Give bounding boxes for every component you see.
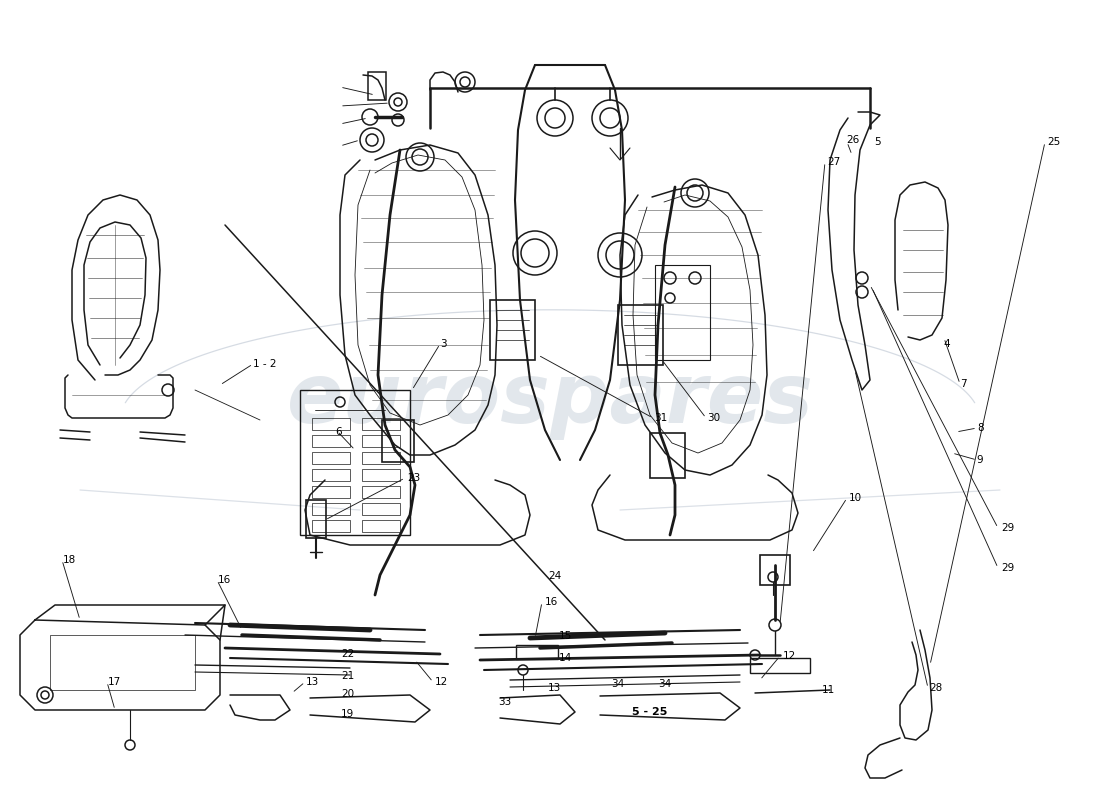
Text: 7: 7 [960, 379, 967, 389]
Text: 19: 19 [341, 709, 354, 718]
Bar [750, 658, 810, 673]
Bar [312, 418, 350, 430]
Text: 25: 25 [1047, 138, 1060, 147]
Text: 13: 13 [306, 678, 319, 687]
Bar [312, 469, 350, 481]
Text: 13: 13 [548, 683, 561, 693]
Bar [490, 300, 535, 360]
Text: 29: 29 [1001, 523, 1014, 533]
Bar [362, 486, 400, 498]
Text: 5 - 25: 5 - 25 [632, 707, 668, 717]
Text: 33: 33 [498, 698, 512, 707]
Bar [50, 635, 195, 690]
Bar [362, 469, 400, 481]
Text: 6: 6 [336, 427, 342, 437]
Text: 26: 26 [846, 135, 859, 145]
Text: 34: 34 [612, 679, 625, 689]
Bar [312, 520, 350, 532]
Text: 24: 24 [548, 571, 561, 581]
Bar [516, 645, 558, 659]
Text: 1 - 2: 1 - 2 [253, 359, 276, 369]
Text: 8: 8 [977, 423, 983, 433]
Text: eurospares: eurospares [286, 359, 814, 441]
Bar [654, 265, 710, 360]
Text: 34: 34 [658, 679, 671, 689]
Bar [312, 435, 350, 447]
Bar [362, 520, 400, 532]
Bar [362, 435, 400, 447]
Text: 10: 10 [849, 493, 862, 502]
Text: 23: 23 [407, 474, 420, 483]
Text: 4: 4 [944, 339, 950, 349]
Bar [382, 420, 414, 462]
Bar [618, 305, 663, 365]
Bar [312, 503, 350, 515]
Text: 16: 16 [544, 597, 558, 606]
Bar [650, 433, 685, 478]
Text: 18: 18 [63, 555, 76, 565]
Text: 15: 15 [559, 631, 572, 641]
Bar [300, 390, 410, 535]
Text: 16: 16 [218, 575, 231, 585]
Bar [760, 555, 790, 585]
Text: 22: 22 [341, 650, 354, 659]
Bar [362, 503, 400, 515]
Text: 3: 3 [440, 339, 447, 349]
Text: 12: 12 [783, 651, 796, 661]
Bar [362, 452, 400, 464]
Bar [312, 486, 350, 498]
Text: 27: 27 [827, 157, 840, 166]
Text: 14: 14 [559, 653, 572, 662]
Text: 29: 29 [1001, 563, 1014, 573]
Text: 31: 31 [654, 414, 668, 423]
Text: 20: 20 [341, 690, 354, 699]
Text: 11: 11 [822, 685, 835, 694]
Bar [368, 72, 386, 100]
Bar [312, 452, 350, 464]
Text: 5: 5 [874, 138, 881, 147]
Text: 17: 17 [108, 677, 121, 686]
Bar [306, 500, 326, 538]
Text: 9: 9 [977, 455, 983, 465]
Text: 28: 28 [930, 683, 943, 693]
Text: 12: 12 [434, 678, 448, 687]
Text: 21: 21 [341, 671, 354, 681]
Bar [362, 418, 400, 430]
Text: 30: 30 [707, 414, 721, 423]
